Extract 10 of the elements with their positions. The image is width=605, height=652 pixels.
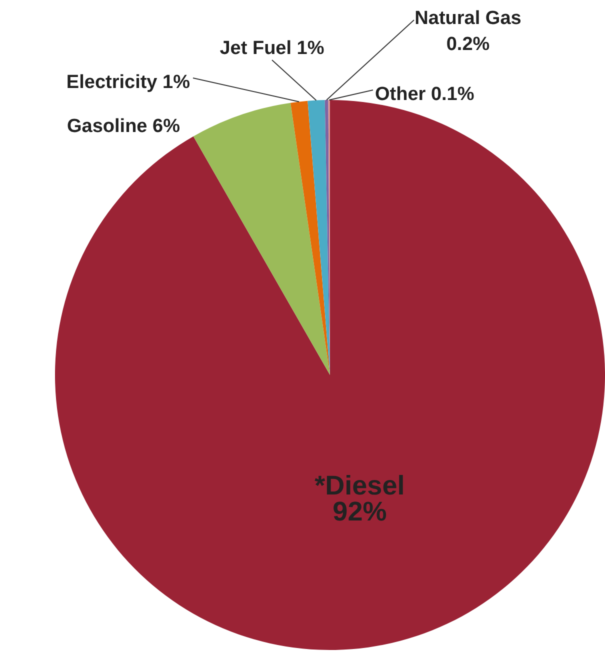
slice-label: Jet Fuel 1%: [220, 38, 324, 59]
slice-label: Gasoline 6%: [67, 116, 180, 137]
pie-slice: [290, 100, 330, 375]
slice-label: Natural Gas: [414, 8, 522, 29]
pie-slice: [193, 102, 330, 375]
data-label: 0.2%: [446, 34, 490, 55]
slice-label: Electricity 1%: [66, 72, 190, 93]
slice-label: Other 0.1%: [375, 84, 474, 105]
pie-slice: [308, 100, 330, 375]
pie-slice: [55, 100, 605, 650]
